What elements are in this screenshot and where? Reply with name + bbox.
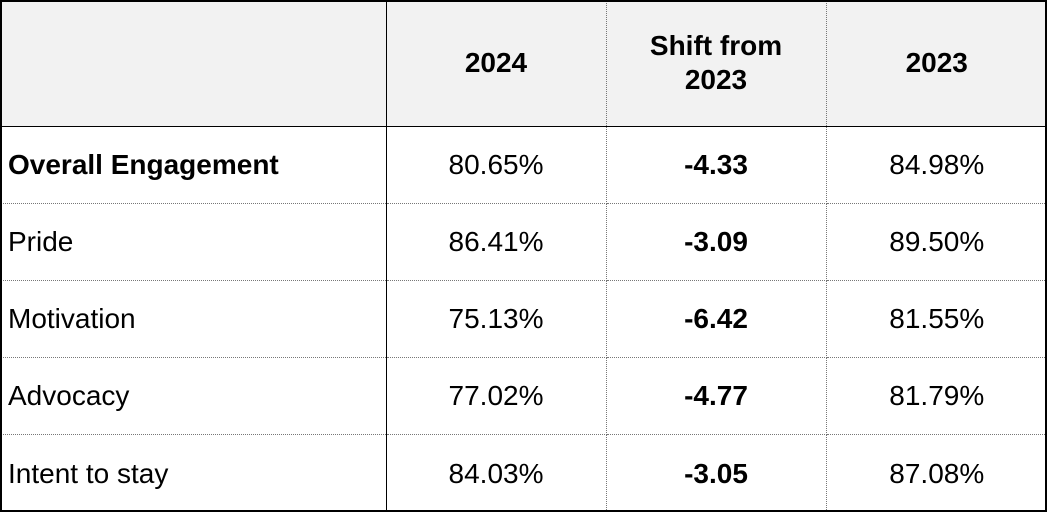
header-2023-label: 2023: [905, 46, 968, 78]
row-label: Overall Engagement: [0, 126, 387, 204]
table-row: Advocacy 77.02% -4.77 81.79%: [0, 357, 1047, 436]
header-cell-2023: 2023: [826, 0, 1047, 127]
header-shift-label-line1: Shift from: [649, 29, 783, 61]
row-label: Pride: [0, 203, 387, 281]
value-2024: 77.02%: [386, 357, 607, 436]
value-2023: 89.50%: [826, 203, 1047, 281]
value-2023: 84.98%: [826, 126, 1047, 204]
value-shift: -3.09: [606, 203, 827, 281]
value-2024: 80.65%: [386, 126, 607, 204]
table-row: Intent to stay 84.03% -3.05 87.08%: [0, 434, 1047, 512]
value-shift: -4.77: [606, 357, 827, 436]
header-cell-blank: [0, 0, 387, 127]
header-shift-label-line2: 2023: [684, 63, 748, 95]
header-cell-2024: 2024: [386, 0, 607, 127]
value-shift: -4.33: [606, 126, 827, 204]
value-2024: 84.03%: [386, 434, 607, 512]
table-row: Motivation 75.13% -6.42 81.55%: [0, 280, 1047, 359]
value-shift: -3.05: [606, 434, 827, 512]
value-shift: -6.42: [606, 280, 827, 359]
value-2023: 87.08%: [889, 457, 985, 489]
header-2024-label: 2024: [464, 46, 528, 78]
value-2024: 86.41%: [386, 203, 607, 281]
table-row: Pride 86.41% -3.09 89.50%: [0, 203, 1047, 281]
row-label: Motivation: [0, 280, 387, 359]
value-2024: 75.13%: [386, 280, 607, 359]
header-cell-shift: Shift from 2023: [606, 0, 827, 127]
header-row: 2024 Shift from 2023 2023: [0, 0, 1047, 127]
row-label: Advocacy: [0, 357, 387, 436]
value-2023: 81.79%: [826, 357, 1047, 436]
table-row: Overall Engagement 80.65% -4.33 84.98%: [0, 126, 1047, 204]
value-2023: 81.55%: [826, 280, 1047, 359]
row-label: Intent to stay: [0, 434, 387, 512]
